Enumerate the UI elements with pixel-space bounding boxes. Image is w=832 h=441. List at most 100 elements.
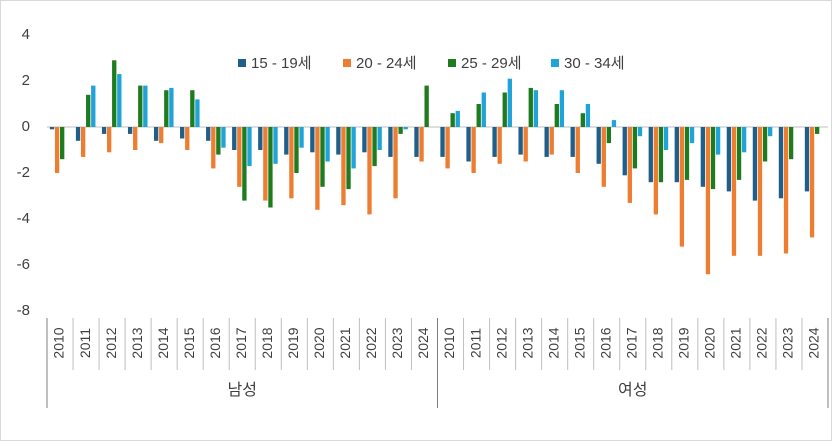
bar [367, 127, 372, 215]
bar [523, 127, 528, 162]
bar [60, 127, 65, 160]
bar [211, 127, 216, 169]
bar [398, 127, 403, 134]
group-label: 여성 [618, 381, 647, 399]
x-tick-label: 2017 [623, 327, 639, 358]
bar [689, 127, 695, 144]
bar [138, 85, 143, 127]
bar [731, 127, 737, 256]
bar [466, 127, 471, 162]
bar [700, 127, 706, 187]
bar [268, 127, 273, 208]
legend-swatch [238, 59, 246, 67]
bar [741, 127, 747, 153]
x-tick-label: 2019 [285, 327, 301, 358]
x-tick-label: 2022 [363, 327, 379, 358]
bar [809, 127, 815, 238]
bar [242, 127, 247, 201]
x-tick-label: 2011 [77, 328, 93, 358]
bar [54, 127, 60, 173]
bar [320, 127, 325, 187]
x-tick-label: 2024 [806, 327, 822, 358]
bar [388, 127, 393, 157]
y-tick-label: 2 [22, 72, 30, 89]
y-tick-label: 4 [22, 26, 30, 43]
bar [476, 104, 481, 127]
x-tick-label: 2012 [103, 327, 119, 358]
bar [216, 127, 221, 155]
bar [325, 127, 330, 162]
bar [190, 90, 195, 127]
bar [715, 127, 721, 155]
x-tick-label: 2013 [519, 327, 535, 358]
bar [294, 127, 299, 173]
bar [445, 127, 450, 169]
group-label: 남성 [228, 381, 257, 399]
x-tick-label: 2022 [754, 327, 770, 358]
bar [289, 127, 294, 199]
bar [674, 127, 679, 183]
x-tick-label: 2015 [181, 327, 197, 358]
bar [455, 110, 460, 127]
bar [117, 74, 122, 127]
bar [112, 60, 117, 127]
bar [153, 127, 159, 141]
x-tick-label: 2018 [649, 327, 665, 358]
bar [362, 127, 367, 153]
bar [481, 92, 486, 127]
bar [107, 127, 112, 153]
bar [559, 90, 565, 127]
bar [237, 127, 242, 187]
bar [502, 92, 507, 127]
x-tick-label: 2017 [233, 327, 249, 358]
bar [393, 127, 398, 199]
bar [663, 127, 669, 150]
bar [658, 127, 664, 183]
bar [554, 104, 559, 127]
bar [127, 127, 133, 134]
bar [814, 127, 820, 134]
bar [726, 127, 732, 192]
bar [91, 85, 96, 127]
bar [86, 94, 91, 127]
bar [133, 127, 138, 150]
y-tick-label: -8 [17, 302, 30, 319]
bar [575, 127, 580, 173]
bar [450, 113, 455, 127]
bar [377, 127, 382, 150]
x-tick-label: 2020 [702, 327, 718, 358]
bar [710, 127, 716, 190]
bar [195, 99, 200, 127]
bar [143, 85, 148, 127]
bar [471, 127, 476, 173]
x-tick-label: 2012 [493, 327, 509, 358]
bar [185, 127, 190, 150]
bar [403, 127, 408, 130]
x-tick-label: 2021 [728, 327, 744, 358]
bar [315, 127, 320, 210]
bar [736, 127, 742, 180]
bar [705, 127, 711, 275]
x-tick-label: 2010 [441, 327, 457, 358]
y-tick-label: -6 [17, 256, 30, 273]
bar [679, 127, 685, 247]
bar [580, 113, 585, 127]
bar [611, 120, 617, 127]
bar [804, 127, 810, 192]
x-tick-label: 2011 [467, 328, 483, 358]
legend-swatch [448, 59, 456, 67]
x-tick-label: 2024 [415, 327, 431, 358]
bar [596, 127, 601, 164]
bar [762, 127, 768, 162]
bar [424, 85, 429, 127]
x-tick-label: 2019 [676, 327, 692, 358]
x-tick-label: 2020 [311, 327, 327, 358]
bar [247, 127, 252, 167]
bar [648, 127, 653, 183]
bar [372, 127, 377, 167]
bar [497, 127, 502, 164]
bar [414, 127, 419, 157]
bar [299, 127, 304, 148]
